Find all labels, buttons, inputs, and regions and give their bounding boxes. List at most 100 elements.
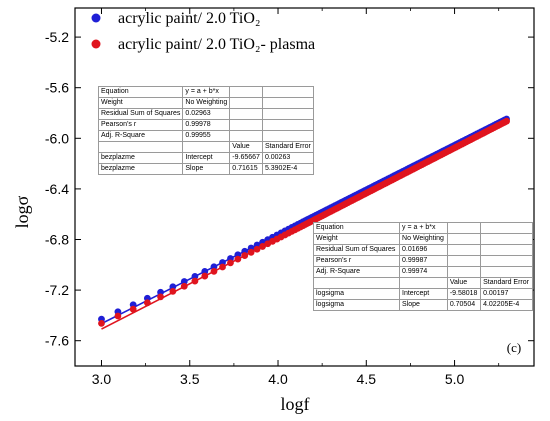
fit-table-cell: Weight xyxy=(312,233,401,245)
fit-table-cell xyxy=(446,255,482,267)
fit-table-row: Residual Sum of Squares 0.01696 xyxy=(312,244,533,256)
fit-table-cell: Adj. R-Square xyxy=(97,130,184,142)
legend: acrylic paint/ 2.0 TiO₂ acrylic paint/ 2.… xyxy=(91,10,315,53)
data-point xyxy=(98,319,105,327)
data-point xyxy=(259,243,266,250)
fit-table-cell: 5.3902E-4 xyxy=(261,163,314,175)
fit-table-row: Equation y = a + b*x xyxy=(97,86,314,98)
fit-table-cell xyxy=(182,141,231,153)
data-point xyxy=(191,277,199,285)
data-point xyxy=(503,117,510,125)
fit-table-cell xyxy=(446,266,482,278)
data-point xyxy=(201,272,209,280)
fit-table-cell: Pearson's r xyxy=(97,119,184,131)
fit-table-cell xyxy=(399,277,448,289)
fit-table-cell xyxy=(446,233,482,245)
fit-table-cell: Intercept xyxy=(399,288,448,300)
fit-table-cell: Weight xyxy=(97,97,184,109)
fit-table-row: logsigma Intercept -9.58018 0.00197 xyxy=(312,288,533,300)
data-point xyxy=(191,273,199,280)
fit-table-row: Value Standard Error xyxy=(97,141,314,153)
fit-table-cell xyxy=(229,108,263,120)
fit-table-cell: 0.99974 xyxy=(399,266,448,278)
fit-table-cell xyxy=(480,233,533,245)
fit-table-cell: Pearson's r xyxy=(312,255,401,267)
data-point xyxy=(169,283,177,291)
fit-table-cell xyxy=(446,222,482,234)
fit-table-cell: Residual Sum of Squares xyxy=(312,244,401,256)
data-point xyxy=(129,305,137,313)
fit-table-row: Residual Sum of Squares 0.02963 xyxy=(97,108,314,120)
series-layer xyxy=(98,115,510,330)
fit-table-cell: logsigma xyxy=(312,299,401,311)
data-point xyxy=(143,299,151,307)
fit-table-cell xyxy=(97,141,184,153)
fit-table-cell: Value xyxy=(446,277,482,289)
fit-table-cell: Residual Sum of Squares xyxy=(97,108,184,120)
data-point xyxy=(169,287,177,295)
fit-table-cell xyxy=(480,266,533,278)
fit-table-cell xyxy=(229,86,263,98)
fit-table-cell: Slope xyxy=(399,299,448,311)
data-point xyxy=(114,312,122,320)
fit-table-cell: Equation xyxy=(312,222,401,234)
y-tick-label: -7.6 xyxy=(45,333,69,349)
data-point xyxy=(241,252,249,259)
fit-table-cell: 0.01696 xyxy=(399,244,448,256)
fit-table-cell: Standard Error xyxy=(261,141,314,153)
data-point xyxy=(157,293,164,301)
legend-marker xyxy=(91,39,101,49)
fit-table-cell: bezplazme xyxy=(97,152,184,164)
data-point xyxy=(234,255,242,263)
data-point xyxy=(227,259,234,267)
fit-table-cell xyxy=(446,244,482,256)
fit-table-cell xyxy=(480,244,533,256)
fit-table-row: bezplazme Slope 0.71615 5.3902E-4 xyxy=(97,163,314,175)
data-point xyxy=(210,267,218,275)
fit-table-cell: bezplazme xyxy=(97,163,184,175)
y-tick-label: -7.2 xyxy=(45,282,69,298)
fit-table-cell: 0.71615 xyxy=(229,163,263,175)
x-tick-label: 4.5 xyxy=(357,371,377,387)
fit-table-cell: y = a + b*x xyxy=(182,86,231,98)
fit-table-cell xyxy=(261,108,314,120)
x-tick-label: 3.5 xyxy=(180,371,200,387)
fit-table-cell: Slope xyxy=(182,163,231,175)
fit-table-cell: -9.58018 xyxy=(446,288,482,300)
x-axis-label: logf xyxy=(281,394,310,414)
fit-table-cell xyxy=(229,130,263,142)
data-point xyxy=(253,245,261,253)
fit-table-reference: Equation y = a + b*x Weight No Weighting Res… xyxy=(312,222,533,311)
fit-table-cell: 0.02963 xyxy=(182,108,231,120)
fit-table-cell: Equation xyxy=(97,86,184,98)
fit-table-cell xyxy=(229,119,263,131)
fit-table-cell xyxy=(261,119,314,131)
x-tick-label: 4.0 xyxy=(268,371,288,387)
fit-table-row: bezplazme Intercept -9.65667 0.00263 xyxy=(97,152,314,164)
panel-label: (c) xyxy=(507,340,521,355)
plot-frame xyxy=(74,7,535,367)
y-tick-label: -5.6 xyxy=(45,80,69,96)
fit-table-cell: -9.65667 xyxy=(229,152,263,164)
y-tick-label: -6.8 xyxy=(45,231,69,247)
fit-table-cell: Value xyxy=(229,141,263,153)
fit-table-cell xyxy=(480,222,533,234)
fit-table-cell xyxy=(261,97,314,109)
x-tick-label: 3.0 xyxy=(92,371,112,387)
legend-label: acrylic paint/ 2.0 TiO₂ xyxy=(118,10,260,27)
fit-table-cell xyxy=(312,277,401,289)
fit-table-row: Equation y = a + b*x xyxy=(312,222,533,234)
legend-label: acrylic paint/ 2.0 TiO₂- plasma xyxy=(118,36,315,53)
fit-table-cell: 0.00263 xyxy=(261,152,314,164)
fit-table-cell xyxy=(261,86,314,98)
fit-table-cell: No Weighting xyxy=(399,233,448,245)
y-tick-label: -6.4 xyxy=(45,181,69,197)
fit-table-cell: No Weighting xyxy=(182,97,231,109)
fit-table-cell: 0.99978 xyxy=(182,119,231,131)
fit-table-cell: 4.02205E-4 xyxy=(480,299,533,311)
fit-table-row: Weight No Weighting xyxy=(97,97,314,109)
data-point xyxy=(219,263,226,271)
fit-table-cell: Adj. R-Square xyxy=(312,266,401,278)
fit-table-cell xyxy=(480,255,533,267)
